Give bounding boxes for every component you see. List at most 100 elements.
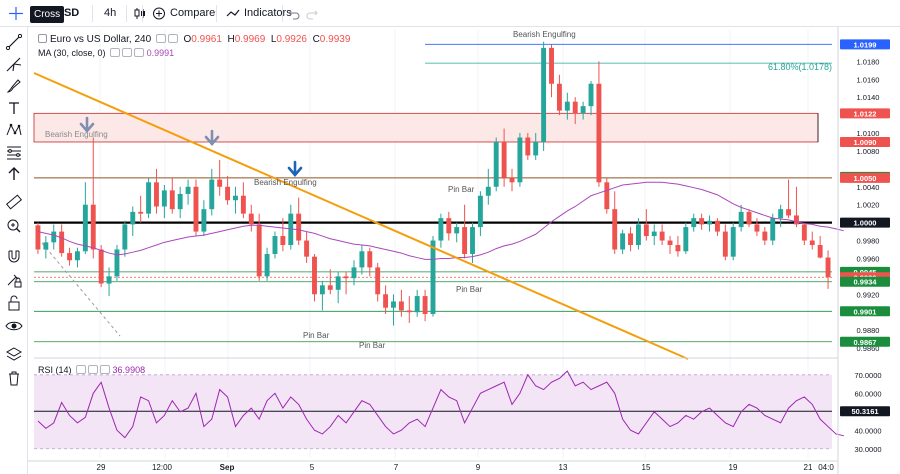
indicators-button[interactable]: Indicators: [244, 7, 292, 19]
ma-settings-icon[interactable]: [122, 48, 133, 57]
candle-body: [778, 209, 784, 219]
crosshair-menu-icon[interactable]: [8, 4, 24, 23]
candle-body: [730, 227, 736, 257]
ma-value: 0.9991: [146, 48, 175, 58]
fib-label: 61.80%(1.0178): [768, 62, 832, 72]
candle-body: [430, 240, 436, 314]
pitchfork-icon[interactable]: [4, 54, 24, 74]
candle-body: [675, 245, 681, 252]
price-badge: [840, 336, 890, 347]
candle-body: [304, 240, 310, 257]
time-tick-label: 5: [310, 463, 315, 472]
ma-close-icon[interactable]: [134, 48, 145, 57]
layers-icon[interactable]: [4, 345, 24, 365]
candle-body: [801, 224, 807, 241]
ma-title: MA (30, close, 0): [38, 48, 106, 58]
pattern-icon[interactable]: [4, 120, 24, 140]
pin-bar-label: Pin Bar: [359, 341, 386, 350]
collapse-legend-icon[interactable]: [38, 34, 47, 43]
rsi-close-icon[interactable]: [100, 365, 111, 374]
zoom-icon[interactable]: [4, 216, 24, 236]
price-badge-label: 0.9901: [854, 307, 877, 316]
magnet-icon[interactable]: [4, 246, 24, 266]
candle-body: [588, 83, 594, 107]
candle-body: [335, 276, 341, 290]
candle-body: [43, 242, 49, 250]
candle-body: [75, 251, 80, 261]
candle-body: [770, 218, 776, 241]
candle-body: [312, 256, 317, 295]
price-tick-label: 1.0160: [857, 75, 880, 84]
candle-body: [98, 249, 104, 284]
toolbar-divider: [282, 5, 283, 22]
price-badge-label: 1.0199: [854, 40, 877, 49]
candle-body: [296, 213, 302, 241]
interval-button[interactable]: 4h: [104, 7, 117, 19]
legend-visibility-icon[interactable]: [155, 34, 166, 43]
trend-line-icon[interactable]: [4, 32, 24, 52]
compare-button[interactable]: Compare: [170, 7, 216, 19]
candle-body: [659, 231, 665, 241]
rsi-settings-icon[interactable]: [88, 365, 99, 374]
pin-bar-label: Pin Bar: [456, 285, 483, 294]
dashed-trendline: [41, 242, 121, 337]
candle-body: [82, 204, 88, 252]
time-tick-label: 29: [97, 463, 106, 472]
candle-body: [714, 220, 720, 232]
price-badge-label: 1.0050: [854, 174, 877, 183]
rsi-badge: [840, 406, 890, 417]
candle-body: [233, 195, 238, 201]
candle-body: [359, 251, 365, 268]
candle-body: [272, 236, 278, 254]
time-tick-label: 13: [559, 463, 568, 472]
legend-settings-icon[interactable]: [167, 34, 178, 43]
lock-draw-icon[interactable]: [4, 270, 24, 290]
candle-body: [580, 106, 586, 114]
price-tick-label: 1.0100: [857, 129, 880, 138]
candle-body: [738, 211, 744, 228]
price-tick-label: 1.0020: [857, 201, 880, 210]
orange-trendline: [33, 72, 689, 360]
chart-type-icon[interactable]: [134, 4, 146, 23]
fib-icon[interactable]: [4, 142, 24, 162]
undo-icon[interactable]: [288, 4, 300, 23]
rsi-visibility-icon[interactable]: [76, 365, 87, 374]
unlock-icon[interactable]: [4, 293, 24, 313]
candle-body: [667, 240, 673, 246]
candle-body: [604, 182, 610, 210]
rsi-legend: RSI (14) 36.9908: [38, 365, 145, 375]
candle-body: [509, 177, 515, 183]
main-legend: Euro vs US Dollar, 240 O0.9961 H0.9969 L…: [38, 34, 350, 45]
price-tick-label: 1.0080: [857, 147, 880, 156]
eye-icon[interactable]: [4, 316, 24, 336]
rsi-value: 36.9908: [112, 365, 146, 375]
ohlc-close: 0.9939: [319, 34, 351, 45]
price-badge: [840, 276, 890, 287]
text-icon[interactable]: [4, 98, 24, 118]
rsi-badge-label: 50.3161: [851, 407, 878, 416]
price-tick-label: 0.9860: [857, 344, 880, 353]
candle-body: [414, 296, 420, 313]
candle-body: [462, 227, 468, 254]
brush-icon[interactable]: [4, 76, 24, 96]
bearish-engulfing-label: Bearish Engulfing: [45, 130, 108, 139]
candle-body: [501, 141, 507, 178]
redo-icon[interactable]: [306, 4, 318, 23]
compare-icon: [152, 4, 166, 23]
candle-body: [825, 257, 831, 278]
candle-body: [201, 209, 207, 232]
arrow-icon[interactable]: [4, 164, 24, 184]
ma-visibility-icon[interactable]: [110, 48, 121, 57]
candle-body: [264, 253, 270, 277]
candle-body: [161, 190, 167, 207]
candle-body: [643, 224, 649, 237]
price-badge-label: 1.0000: [854, 219, 877, 228]
candle-body: [217, 179, 223, 187]
candle-body: [556, 83, 562, 111]
trash-icon[interactable]: [4, 368, 24, 388]
candle-body: [793, 215, 799, 225]
ruler-icon[interactable]: [4, 192, 24, 212]
candle-body: [169, 190, 175, 210]
candle-body: [517, 137, 523, 183]
